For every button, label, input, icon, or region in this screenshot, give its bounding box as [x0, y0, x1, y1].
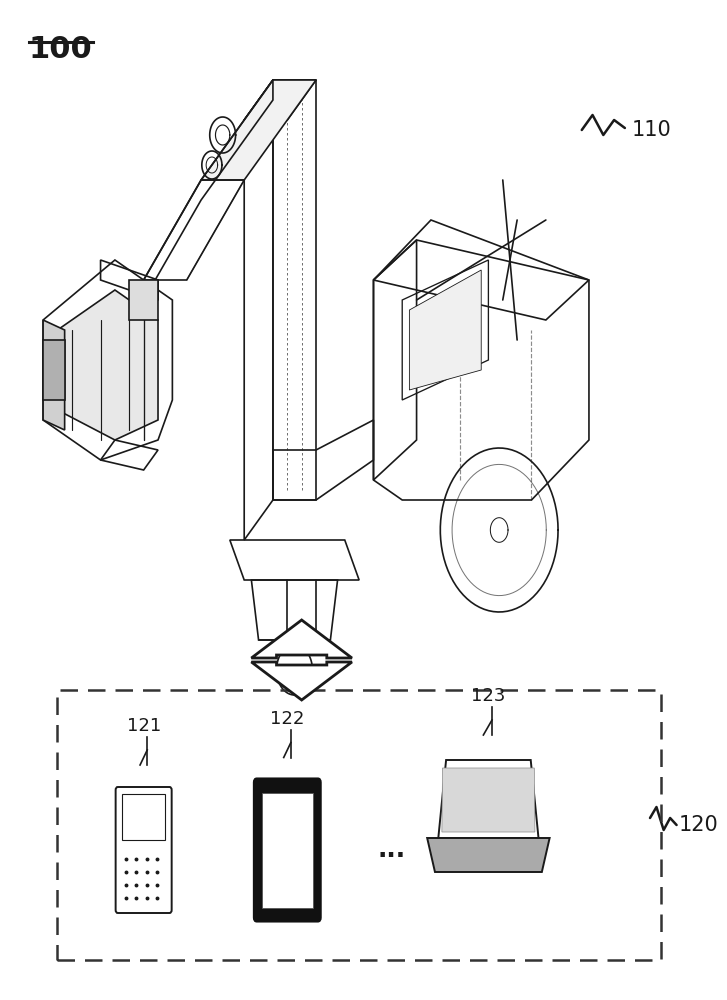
- Text: 121: 121: [126, 717, 161, 735]
- Polygon shape: [442, 768, 535, 832]
- Polygon shape: [201, 80, 316, 180]
- Polygon shape: [409, 270, 481, 390]
- Polygon shape: [252, 620, 352, 658]
- Text: 110: 110: [632, 120, 672, 140]
- FancyBboxPatch shape: [122, 794, 165, 840]
- Polygon shape: [43, 320, 65, 430]
- Text: 122: 122: [270, 710, 305, 728]
- Polygon shape: [43, 340, 65, 400]
- Polygon shape: [252, 662, 352, 700]
- Text: ...: ...: [377, 838, 406, 862]
- Polygon shape: [129, 280, 158, 320]
- Polygon shape: [427, 838, 550, 872]
- FancyBboxPatch shape: [262, 792, 313, 908]
- FancyBboxPatch shape: [254, 778, 321, 922]
- Text: 123: 123: [471, 687, 505, 705]
- Polygon shape: [57, 290, 158, 440]
- Text: 100: 100: [29, 35, 92, 64]
- Text: 120: 120: [679, 815, 718, 835]
- Polygon shape: [244, 80, 316, 120]
- Polygon shape: [438, 760, 539, 838]
